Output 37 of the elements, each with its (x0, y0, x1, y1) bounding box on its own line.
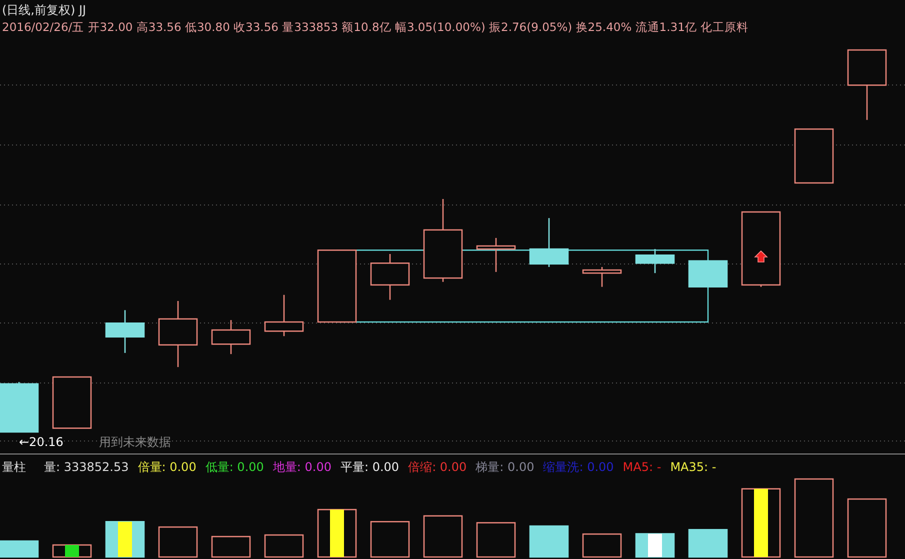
bar (529, 525, 569, 558)
text: 倍缩: 0.00 (408, 460, 467, 474)
bar (317, 508, 357, 558)
bar (330, 510, 344, 557)
bar (65, 544, 79, 557)
bar (264, 534, 304, 558)
bar (52, 544, 92, 558)
candlestick (582, 266, 622, 288)
bar (754, 488, 768, 557)
text: 倍量: 0.00 (138, 460, 196, 474)
bar (648, 534, 662, 557)
bar (118, 522, 132, 557)
bar (211, 536, 251, 558)
text: 缩量洗: 0.00 (543, 460, 614, 474)
chart-title: 量柱 (2, 460, 26, 474)
text: MA35: - (670, 460, 716, 474)
text: MA5: - (622, 460, 662, 474)
bar (476, 522, 516, 558)
bar (688, 528, 728, 558)
chart-title: (日线,前复权) JJ (2, 3, 86, 17)
bar (423, 515, 463, 558)
bar (794, 478, 834, 558)
text: ←20.16 (19, 435, 64, 449)
bar (847, 498, 887, 558)
bar (0, 540, 39, 558)
text: 用到未来数据 (99, 435, 171, 449)
text: 地量: 0.00 (272, 460, 332, 474)
bar (370, 521, 410, 558)
candlestick (476, 237, 516, 273)
text: 梯量: 0.00 (474, 460, 534, 474)
bar (582, 533, 622, 558)
text: 量: 333852.53 (44, 460, 129, 474)
bar (158, 526, 198, 558)
text: 平量: 0.00 (340, 460, 400, 474)
chart-subtitle: 2016/02/26/五 开32.00 高33.56 低30.80 收33.56 量333853 额10.8亿 幅3.05(10.00%) 振2.76(9.05%) 换25.40% 流通1.31亿 化工原料 (2, 20, 749, 34)
bar (741, 488, 781, 558)
text: 低量: 0.00 (205, 460, 264, 474)
